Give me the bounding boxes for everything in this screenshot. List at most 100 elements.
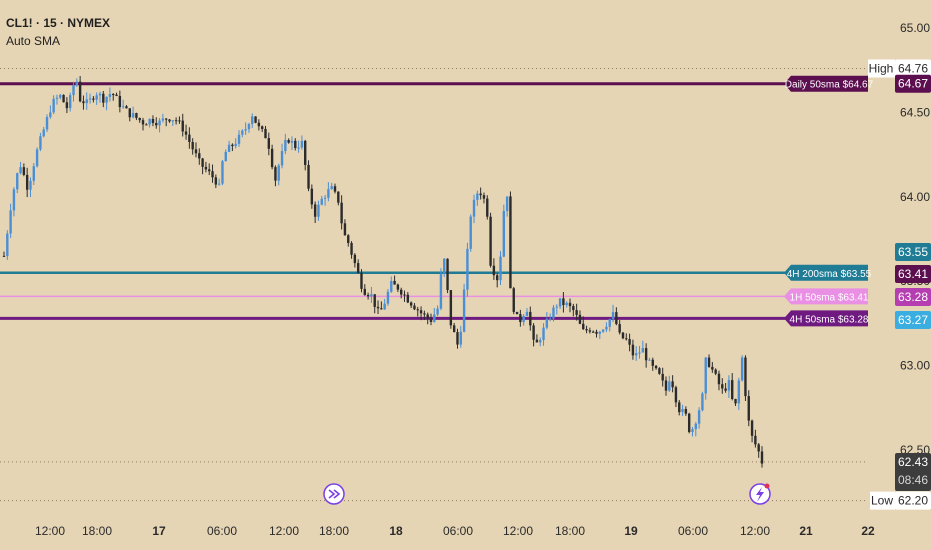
candle <box>353 254 357 264</box>
candle <box>717 373 721 385</box>
candle <box>585 329 588 331</box>
candle <box>49 112 52 118</box>
h4-50-sma-badge[interactable]: 63.28 <box>898 290 928 304</box>
candle <box>135 113 138 118</box>
candle <box>605 326 608 330</box>
candle <box>234 143 237 147</box>
low-price-badge[interactable]: 62.20 <box>898 494 928 508</box>
candle <box>416 309 419 311</box>
candle <box>532 325 535 340</box>
x-axis-tick: 06:00 <box>678 524 708 538</box>
sma-label-text[interactable]: 4H 200sma $63.55 <box>787 269 872 280</box>
h4-50-sma-value-badge-bg <box>895 311 931 329</box>
candle <box>224 151 227 162</box>
x-axis-tick: 06:00 <box>443 524 473 538</box>
candle <box>446 258 449 291</box>
daily-sma-badge[interactable]: 64.67 <box>898 77 928 91</box>
candle <box>287 139 290 143</box>
candle <box>731 380 734 399</box>
candle <box>227 144 231 152</box>
candle <box>184 131 188 135</box>
sma-label-tag[interactable] <box>784 264 868 281</box>
h1-sma-badge[interactable]: 63.41 <box>898 267 928 281</box>
candle <box>277 165 280 181</box>
candle <box>714 369 717 374</box>
candle <box>75 81 79 86</box>
candle <box>72 85 75 96</box>
candle <box>59 94 62 98</box>
sma-label-text[interactable]: Daily 50sma $64.67 <box>785 80 874 91</box>
candle <box>88 98 92 100</box>
x-axis-tick: 18:00 <box>555 524 585 538</box>
candle <box>644 348 648 361</box>
candle <box>25 174 29 190</box>
candle <box>515 311 519 315</box>
candle <box>290 140 294 143</box>
candle <box>591 331 595 333</box>
candle <box>674 387 678 403</box>
candle <box>260 126 264 129</box>
sma-label-tag[interactable] <box>784 310 868 327</box>
candle <box>204 166 208 170</box>
candle <box>727 380 731 391</box>
candle <box>625 338 628 340</box>
sma-label-tag[interactable] <box>784 288 868 305</box>
last-price-value[interactable]: 62.43 <box>898 455 928 469</box>
candle <box>356 263 360 273</box>
candle <box>178 120 181 122</box>
candle <box>168 119 171 122</box>
candle <box>542 327 545 340</box>
low-tag-bg <box>870 491 895 510</box>
candle <box>370 294 373 297</box>
high-tag-label: High <box>869 62 894 76</box>
candle <box>145 124 148 126</box>
candle <box>466 248 469 290</box>
candle <box>535 339 539 343</box>
high-price-badge[interactable]: 64.76 <box>898 62 928 76</box>
candle <box>638 352 641 354</box>
candle <box>69 95 72 109</box>
h4-200-sma-badge[interactable]: 63.55 <box>898 245 928 259</box>
candle <box>198 153 201 159</box>
candle <box>125 106 128 109</box>
candle <box>505 196 509 212</box>
candle <box>9 210 12 234</box>
symbol-title[interactable]: CL1! · 15 · NYMEX <box>6 16 111 30</box>
indicator-label[interactable]: Auto SMA <box>6 34 61 48</box>
candle <box>39 136 42 150</box>
candle <box>32 166 35 181</box>
candle <box>760 451 764 464</box>
candle <box>562 298 565 306</box>
candle <box>350 242 353 255</box>
sma-label-tag[interactable] <box>784 75 868 92</box>
sma-label-text[interactable]: 4H 50sma $63.28 <box>790 314 869 325</box>
sma-label-text[interactable]: 1H 50sma $63.41 <box>790 292 869 303</box>
h4-50-sma-value-badge[interactable]: 63.27 <box>898 313 928 327</box>
x-axis-tick: 17 <box>152 524 166 538</box>
candle <box>456 332 459 345</box>
candle <box>214 177 218 185</box>
candle <box>257 122 261 127</box>
candle <box>628 339 631 345</box>
candle <box>499 256 502 281</box>
candle <box>740 357 744 381</box>
high-tag-bg <box>868 59 895 78</box>
candle <box>267 138 271 149</box>
candle <box>522 315 525 323</box>
candle <box>380 308 383 310</box>
candle <box>343 223 347 236</box>
candle <box>151 118 155 124</box>
candle <box>161 118 165 121</box>
candle <box>112 94 115 96</box>
candle <box>687 413 691 433</box>
candle <box>29 180 32 190</box>
candle <box>19 167 22 174</box>
candle <box>558 298 562 307</box>
candle <box>386 291 390 304</box>
candle <box>648 359 651 361</box>
candle <box>658 368 661 374</box>
candle <box>482 195 486 199</box>
candle <box>274 167 277 181</box>
